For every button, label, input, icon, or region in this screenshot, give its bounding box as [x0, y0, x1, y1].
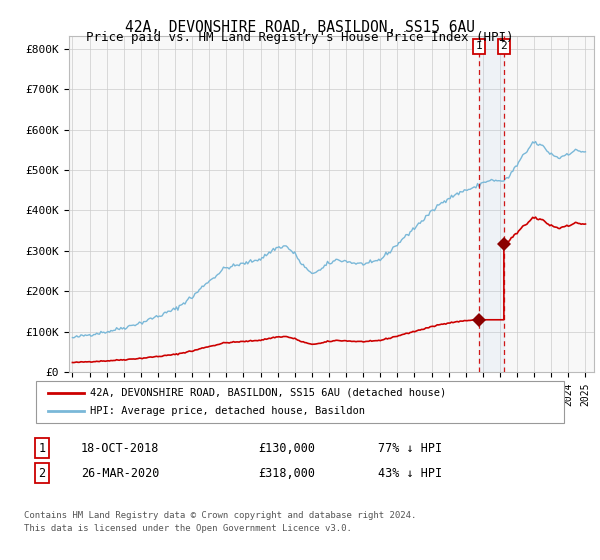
- Text: HPI: Average price, detached house, Basildon: HPI: Average price, detached house, Basi…: [90, 406, 365, 416]
- Text: 42A, DEVONSHIRE ROAD, BASILDON, SS15 6AU (detached house): 42A, DEVONSHIRE ROAD, BASILDON, SS15 6AU…: [90, 388, 446, 398]
- Text: 2: 2: [500, 41, 507, 52]
- Text: Contains HM Land Registry data © Crown copyright and database right 2024.: Contains HM Land Registry data © Crown c…: [24, 511, 416, 520]
- Text: 1: 1: [38, 441, 46, 455]
- Text: 1: 1: [476, 41, 482, 52]
- Text: 2: 2: [38, 466, 46, 480]
- Text: £318,000: £318,000: [258, 466, 315, 480]
- Bar: [479, 36, 504, 372]
- Text: 43% ↓ HPI: 43% ↓ HPI: [378, 466, 442, 480]
- Text: Price paid vs. HM Land Registry's House Price Index (HPI): Price paid vs. HM Land Registry's House …: [86, 31, 514, 44]
- Text: 77% ↓ HPI: 77% ↓ HPI: [378, 441, 442, 455]
- Text: This data is licensed under the Open Government Licence v3.0.: This data is licensed under the Open Gov…: [24, 524, 352, 533]
- Text: £130,000: £130,000: [258, 441, 315, 455]
- Text: 26-MAR-2020: 26-MAR-2020: [81, 466, 160, 480]
- Text: 18-OCT-2018: 18-OCT-2018: [81, 441, 160, 455]
- Text: 42A, DEVONSHIRE ROAD, BASILDON, SS15 6AU: 42A, DEVONSHIRE ROAD, BASILDON, SS15 6AU: [125, 20, 475, 35]
